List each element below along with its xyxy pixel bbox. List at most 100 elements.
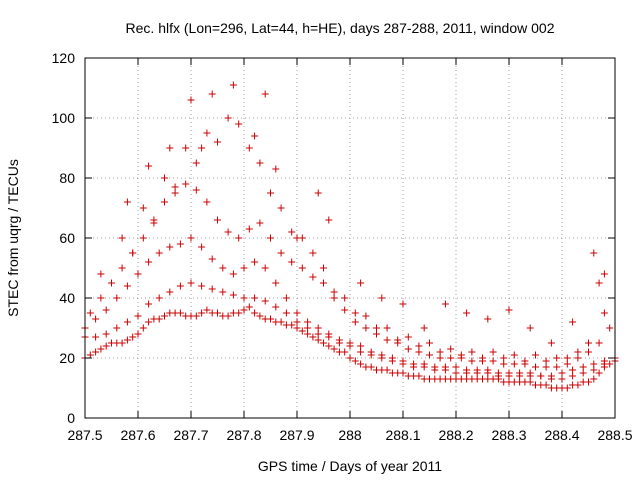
data-point (192, 312, 200, 320)
y-tick-label: 20 (59, 350, 75, 366)
data-point (373, 330, 380, 338)
data-point (351, 309, 359, 317)
data-point (404, 333, 412, 341)
x-tick-label: 288.5 (597, 427, 632, 443)
data-point (585, 378, 592, 386)
data-point (288, 228, 296, 236)
data-point (309, 333, 317, 341)
data-point (176, 282, 184, 290)
data-point (219, 264, 227, 272)
data-point (574, 354, 582, 362)
data-point (357, 348, 365, 356)
data-point (415, 342, 423, 350)
data-point (224, 228, 232, 236)
data-point (325, 330, 333, 338)
data-point (314, 336, 322, 344)
data-point (229, 270, 237, 278)
data-point (335, 336, 343, 344)
data-point (277, 318, 285, 326)
data-point (314, 330, 322, 338)
data-point (463, 309, 471, 317)
x-tick-label: 287.6 (120, 427, 155, 443)
data-point (129, 333, 137, 341)
data-point (282, 294, 290, 302)
x-tick-label: 288 (338, 427, 362, 443)
data-point (341, 294, 349, 302)
data-point (102, 330, 110, 338)
data-point (362, 312, 370, 320)
data-point (182, 144, 190, 152)
data-point (298, 327, 306, 335)
data-point (198, 243, 206, 251)
data-point (505, 369, 513, 377)
data-point (463, 366, 471, 374)
data-point (320, 279, 327, 287)
data-point (415, 348, 423, 356)
data-point (97, 345, 105, 353)
data-point (330, 294, 338, 302)
data-point (224, 312, 232, 320)
data-point (547, 339, 555, 347)
data-point (203, 129, 211, 137)
data-point (267, 189, 274, 197)
data-point (187, 279, 195, 287)
data-point (155, 249, 163, 257)
data-point (277, 249, 285, 257)
data-point (304, 330, 312, 338)
data-point (145, 300, 153, 308)
data-point (92, 348, 100, 356)
data-point (293, 234, 301, 242)
data-point (325, 342, 333, 350)
data-point (479, 354, 486, 362)
data-point (256, 159, 264, 167)
data-point (245, 303, 253, 311)
grid (85, 58, 615, 418)
data-point (293, 324, 301, 332)
data-point (145, 318, 153, 326)
data-point (139, 324, 147, 332)
data-point (214, 309, 221, 317)
data-point (320, 264, 327, 272)
data-point (330, 288, 338, 296)
data-point (134, 312, 142, 320)
data-point (526, 324, 534, 332)
data-point (118, 339, 126, 347)
data-point (585, 339, 592, 347)
data-point (357, 279, 365, 287)
data-point (161, 312, 168, 320)
data-point (357, 360, 365, 368)
data-point (606, 324, 614, 332)
data-point (97, 270, 105, 278)
data-point (436, 348, 444, 356)
data-point (113, 324, 121, 332)
data-point (590, 366, 598, 374)
data-point (314, 189, 322, 197)
data-point (161, 174, 168, 182)
data-point (272, 279, 280, 287)
data-point (267, 315, 274, 323)
data-point (229, 291, 237, 299)
data-point (235, 120, 243, 128)
data-point (521, 357, 529, 365)
data-point (145, 162, 153, 170)
x-tick-label: 288.3 (491, 427, 526, 443)
data-point (92, 315, 100, 323)
data-point (542, 381, 550, 389)
data-point (309, 273, 317, 281)
y-tick-label: 0 (67, 410, 75, 426)
data-point (595, 369, 603, 377)
data-point (113, 294, 121, 302)
data-point (579, 363, 587, 371)
data-point (304, 324, 312, 332)
data-point (574, 381, 582, 389)
data-point (346, 339, 354, 347)
data-point (208, 90, 216, 98)
data-point (176, 309, 184, 317)
y-tick-label: 120 (52, 50, 76, 66)
data-point (383, 324, 391, 332)
data-point (123, 318, 131, 326)
data-point (320, 339, 327, 347)
x-tick-label: 288.1 (385, 427, 420, 443)
data-point (447, 345, 455, 353)
